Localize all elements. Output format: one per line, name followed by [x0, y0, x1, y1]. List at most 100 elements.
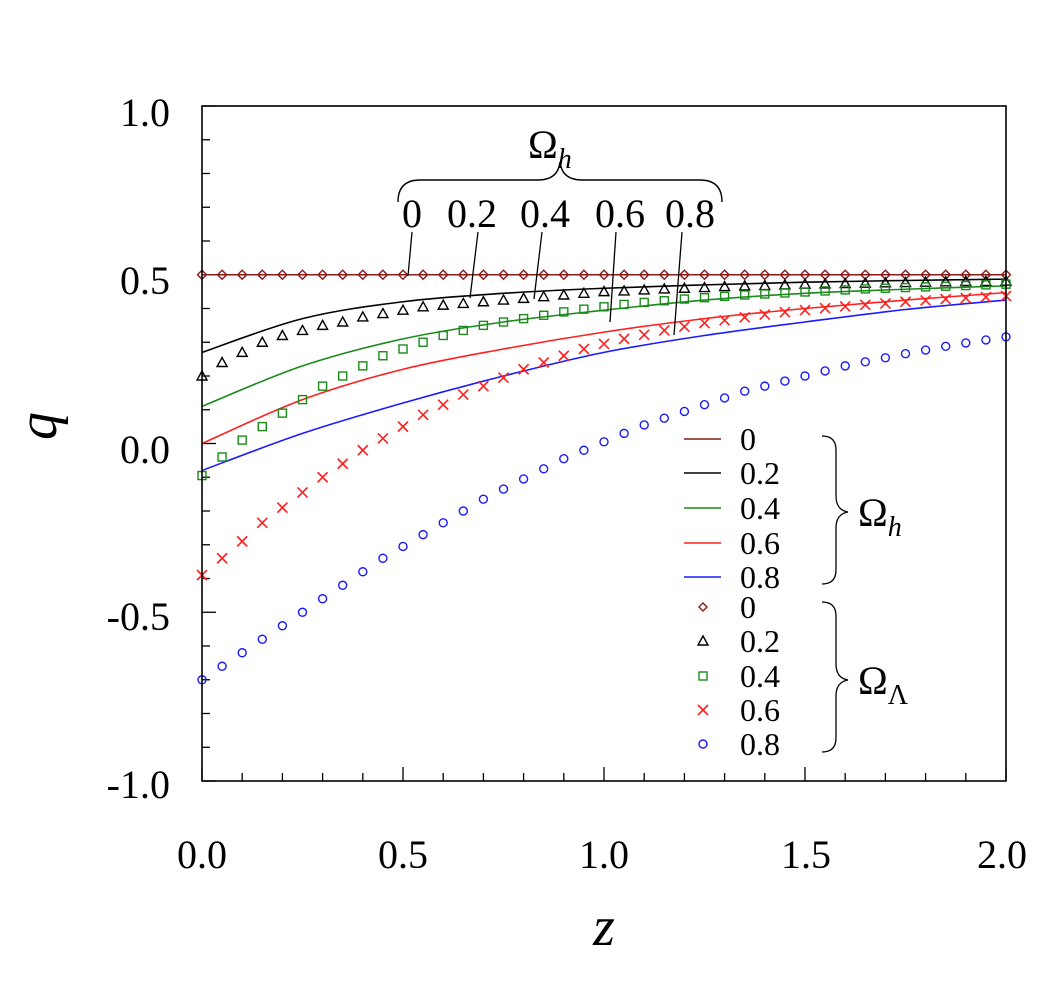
data-point: [759, 309, 771, 321]
line-series-1: [201, 278, 1007, 354]
data-point: [779, 306, 791, 318]
data-point: [920, 269, 932, 281]
marker-series-1: [195, 274, 1013, 381]
data-point: [277, 408, 288, 418]
x-tick-label: 0.0: [177, 832, 227, 877]
top-annotation-label: 0.6: [595, 191, 645, 236]
data-point: [297, 269, 308, 281]
data-point: [317, 594, 328, 604]
data-point: [880, 283, 891, 293]
data-point: [237, 435, 247, 445]
data-point: [236, 345, 249, 358]
data-point: [699, 269, 710, 281]
data-point: [740, 290, 750, 300]
data-point: [961, 338, 971, 348]
x-tick-label: 1.0: [579, 832, 629, 877]
data-point: [941, 341, 951, 351]
legend-marker-x: [697, 704, 709, 716]
data-point: [397, 421, 409, 433]
data-point: [659, 413, 669, 423]
data-point: [818, 277, 832, 289]
data-point: [557, 288, 570, 300]
data-point: [539, 464, 549, 474]
data-point: [638, 329, 650, 341]
data-point: [457, 269, 469, 281]
leader-line: [469, 231, 479, 299]
legend-marker-label: 0: [740, 589, 756, 625]
data-point: [800, 371, 810, 381]
data-point: [859, 276, 872, 288]
data-point: [358, 361, 368, 371]
data-point: [860, 357, 870, 367]
data-point: [718, 280, 731, 292]
data-point: [778, 278, 792, 290]
data-point: [941, 281, 951, 291]
data-point: [760, 381, 770, 391]
data-point: [276, 502, 288, 514]
marker-series-2: [197, 279, 1011, 481]
data-point: [638, 283, 651, 295]
data-point: [437, 399, 449, 411]
legend: 0 0.2 0.4 0.6 0.8 Ωh 0 0.2 0.4 0.6 0.8 Ω…: [684, 421, 909, 762]
legend-brace: [821, 435, 849, 585]
data-point: [215, 356, 229, 368]
data-point: [981, 280, 991, 290]
data-point: [839, 300, 851, 313]
data-point: [639, 297, 649, 308]
data-point: [256, 335, 269, 347]
data-point: [880, 353, 891, 363]
data-point: [416, 300, 430, 312]
plot-frame: [201, 105, 1007, 782]
data-point: [458, 506, 468, 516]
top-annotation-symbol: Ωh: [528, 122, 572, 175]
data-point: [618, 333, 630, 345]
data-point: [900, 269, 911, 281]
data-point: [939, 275, 952, 287]
data-point: [539, 310, 549, 320]
data-point: [859, 299, 871, 311]
data-point: [719, 269, 731, 281]
series-layer: [195, 269, 1013, 685]
data-point: [277, 621, 288, 631]
data-point: [438, 518, 448, 528]
data-point: [418, 529, 428, 540]
legend-marker-circle: [698, 739, 708, 749]
data-point: [377, 432, 389, 445]
data-point: [257, 421, 267, 432]
data-point: [517, 291, 530, 304]
legend-marker-diamond: [698, 602, 708, 612]
data-point: [317, 471, 329, 483]
data-point: [760, 289, 770, 299]
x-tick-labels: 0.0 0.5 1.0 1.5 2.0: [177, 832, 1027, 877]
data-point: [396, 303, 410, 315]
top-annotation-label: 0: [402, 191, 422, 236]
legend-marker-label: 0.4: [740, 658, 780, 694]
data-point: [437, 269, 449, 281]
data-point: [296, 486, 309, 499]
data-point: [559, 453, 569, 464]
data-point: [538, 269, 550, 281]
data-point: [679, 294, 690, 304]
data-point: [337, 458, 349, 470]
data-point: [578, 343, 590, 355]
data-point: [800, 287, 810, 297]
data-point: [377, 269, 389, 281]
data-point: [698, 317, 711, 329]
data-point: [378, 553, 388, 563]
data-point: [598, 338, 610, 350]
data-point: [981, 335, 991, 345]
x-tick-label: 1.5: [781, 832, 831, 877]
data-point: [659, 296, 669, 306]
data-point: [699, 399, 710, 410]
data-point: [477, 269, 489, 281]
data-point: [438, 330, 448, 341]
data-point: [477, 295, 490, 307]
data-point: [236, 535, 248, 547]
data-point: [618, 269, 630, 281]
data-point: [338, 371, 348, 381]
data-point: [679, 406, 690, 417]
data-point: [780, 288, 790, 298]
line-series-3: [201, 291, 1007, 445]
data-point: [739, 269, 751, 281]
data-point: [899, 276, 912, 288]
